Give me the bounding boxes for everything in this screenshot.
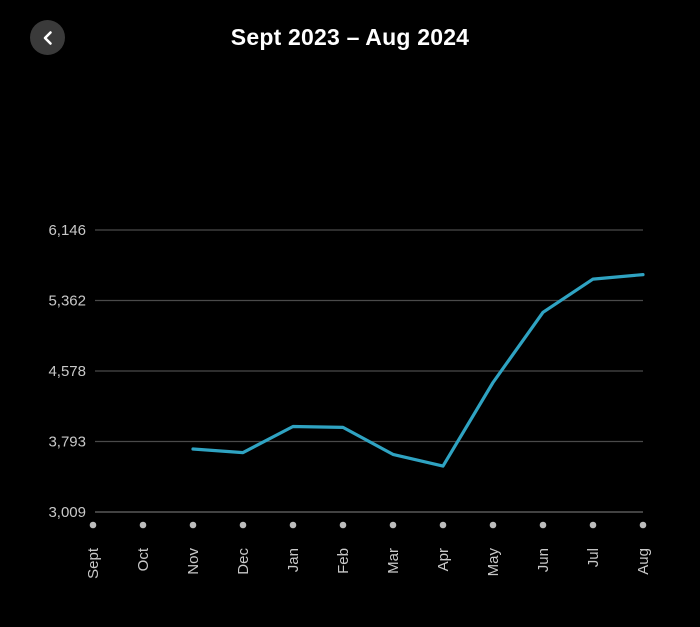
x-tick-label: Dec (235, 548, 252, 575)
y-tick-label: 6,146 (48, 222, 86, 239)
header: Sept 2023 – Aug 2024 (0, 0, 700, 78)
x-tick-label: Aug (635, 548, 652, 575)
x-axis-dot (539, 521, 547, 529)
series-line (191, 273, 645, 468)
x-axis-dot (489, 521, 497, 529)
x-axis-dot (339, 521, 347, 529)
chevron-left-icon (43, 30, 52, 45)
x-tick-label: Nov (185, 548, 202, 575)
y-tick-label: 4,578 (48, 363, 86, 380)
x-tick-label: Sept (85, 547, 102, 579)
x-axis-dot (389, 521, 397, 529)
x-axis-dot (89, 521, 97, 529)
x-axis-dot (289, 521, 297, 529)
x-tick-label: Jan (285, 548, 302, 572)
x-tick-label: Apr (435, 548, 452, 571)
x-axis-dot (189, 521, 197, 529)
y-tick-label: 3,793 (48, 434, 86, 451)
x-tick-label: May (485, 548, 502, 577)
back-button[interactable] (30, 20, 65, 55)
y-tick-label: 3,009 (48, 504, 86, 521)
x-tick-label: Mar (385, 548, 402, 574)
x-tick-label: Oct (135, 547, 152, 571)
x-axis-dot (639, 521, 647, 529)
x-tick-label: Jul (585, 548, 602, 567)
x-axis-dot (239, 521, 247, 529)
x-axis-dot (589, 521, 597, 529)
x-axis-dot (439, 521, 447, 529)
x-tick-label: Jun (535, 548, 552, 572)
page-title: Sept 2023 – Aug 2024 (230, 24, 470, 50)
x-tick-label: Feb (335, 548, 352, 574)
x-axis-dot (139, 521, 147, 529)
y-tick-label: 5,362 (48, 293, 86, 310)
